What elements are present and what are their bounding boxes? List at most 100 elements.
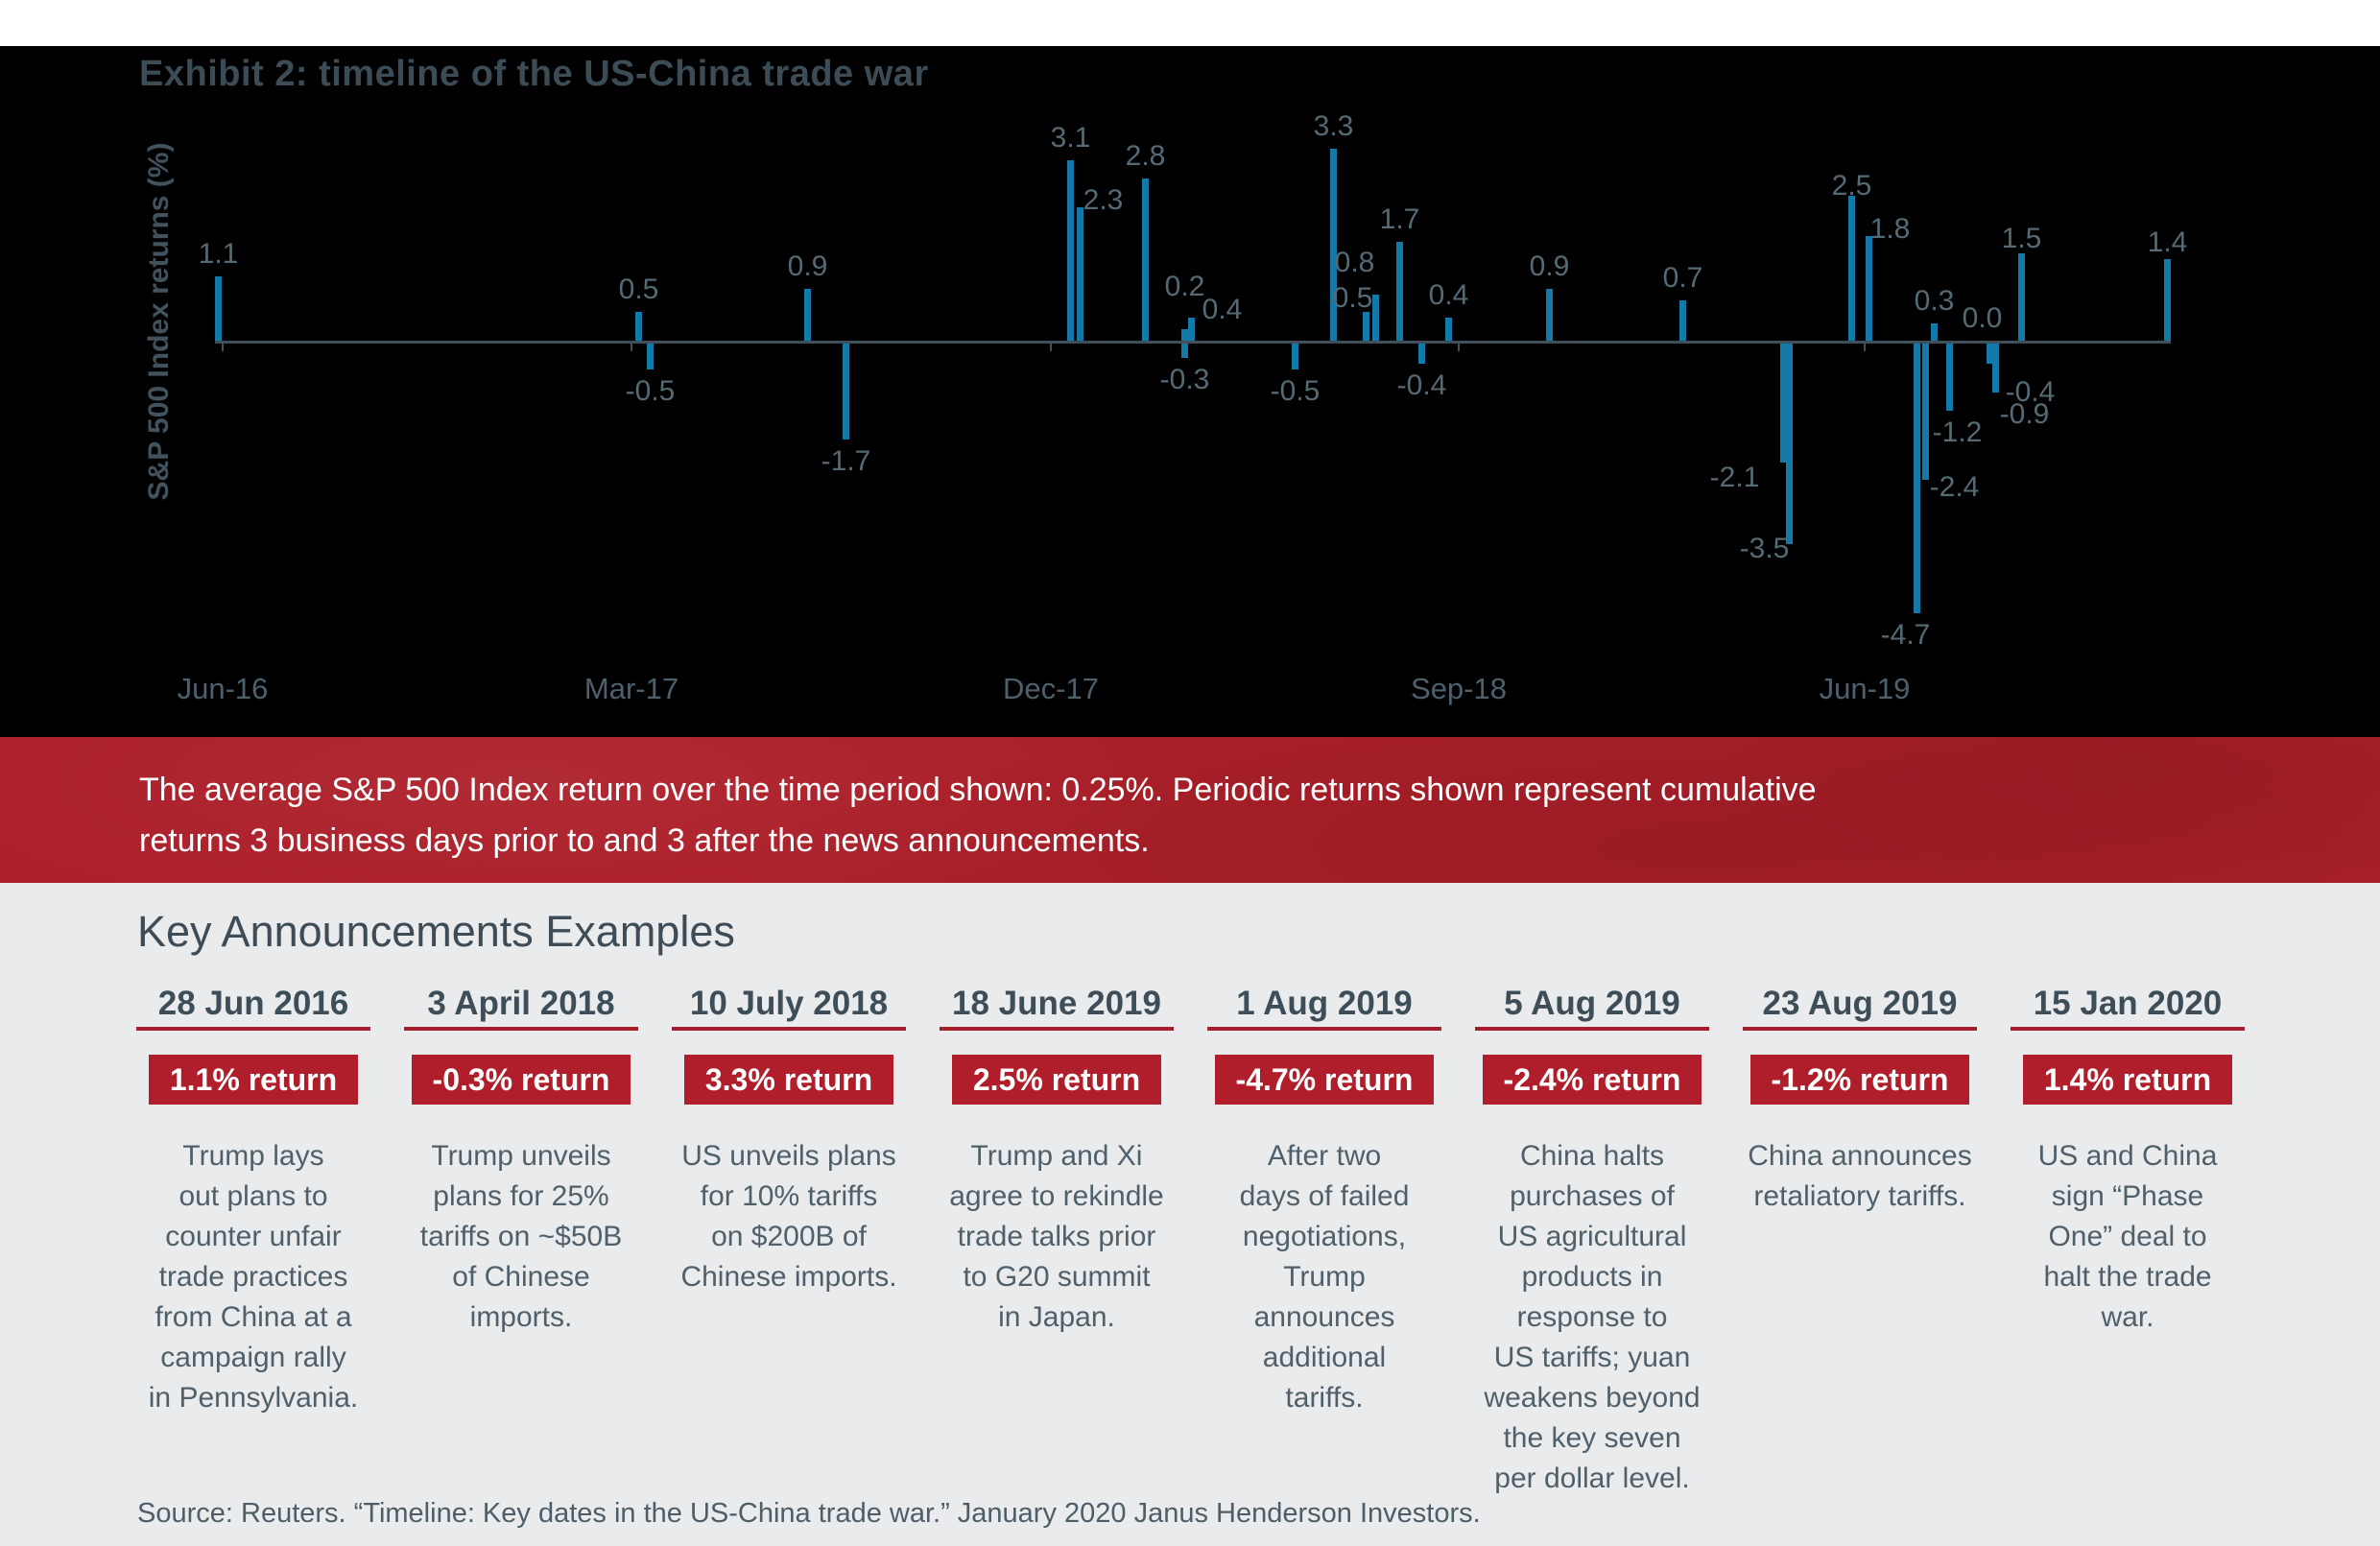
date-underline — [1475, 1027, 1709, 1031]
date-underline — [1207, 1027, 1441, 1031]
bar — [1914, 341, 1920, 613]
description-line: purchases of — [1510, 1180, 1675, 1212]
bar — [1946, 341, 1953, 411]
bar-value-label: 3.1 — [1050, 122, 1091, 154]
description-line: China announces — [1748, 1140, 1972, 1172]
description-line: out plans to — [178, 1180, 328, 1212]
description-line: for 10% tariffs — [700, 1180, 878, 1212]
announcement-date: 3 April 2018 — [427, 985, 615, 1022]
description-line: agree to rekindle — [949, 1180, 1164, 1212]
description-line: China halts — [1519, 1140, 1665, 1172]
description-line: Trump and Xi — [970, 1140, 1143, 1172]
x-axis-line — [215, 341, 2171, 344]
announcement-description: Trump and Xi agree to rekindle trade talks… — [940, 1136, 1174, 1338]
bar — [1292, 341, 1298, 369]
announcement-column: 10 July 2018 3.3% return US unveils plans f… — [672, 985, 906, 1499]
announcement-column: 23 Aug 2019 -1.2% return China announces re… — [1743, 985, 1977, 1499]
x-axis-tick-label: Sep-18 — [1411, 672, 1507, 705]
banner-text: The average S&P 500 Index return over th… — [139, 765, 1817, 867]
bar — [635, 312, 642, 341]
bar — [1067, 160, 1074, 341]
bar — [2018, 253, 2025, 341]
description-line: from China at a — [155, 1301, 352, 1333]
announcement-date: 28 Jun 2016 — [157, 985, 349, 1022]
description-line: war. — [2101, 1301, 2154, 1333]
key-announcements-heading: Key Announcements Examples — [137, 907, 735, 956]
bar — [1848, 196, 1855, 341]
bar — [1181, 329, 1188, 341]
y-axis-label: S&P 500 Index returns (%) — [143, 142, 175, 501]
description-line: negotiations, — [1242, 1221, 1407, 1252]
announcement-column: 3 April 2018 -0.3% return Trump unveils pla… — [404, 985, 638, 1499]
description-line: on $200B of — [711, 1221, 867, 1252]
bar-value-label: 0.5 — [1332, 282, 1373, 314]
bar-value-label: 0.8 — [1334, 247, 1375, 278]
bar — [804, 289, 811, 341]
bar — [1780, 341, 1789, 463]
description-line: US agricultural — [1497, 1221, 1687, 1252]
bar-value-label: 0.7 — [1662, 262, 1703, 294]
badge-row: -4.7% return — [1207, 1031, 1441, 1105]
bar — [1866, 236, 1872, 341]
description-line: per dollar level. — [1494, 1463, 1690, 1494]
bar-value-label: -0.3 — [1159, 364, 1210, 395]
bar-value-label: -4.7 — [1880, 619, 1931, 651]
source-note: Source: Reuters. “Timeline: Key dates in… — [137, 1498, 1481, 1529]
date-underline — [1743, 1027, 1977, 1031]
bar-value-label: 1.7 — [1379, 203, 1420, 235]
badge-row: 1.1% return — [136, 1031, 370, 1105]
bar — [843, 341, 849, 440]
description-line: of Chinese — [452, 1261, 590, 1293]
bar — [1396, 242, 1403, 341]
bar-value-label: -0.5 — [625, 375, 676, 407]
bar-value-label: 1.5 — [2001, 223, 2042, 254]
description-line: days of failed — [1239, 1180, 1410, 1212]
bar-value-label: -0.4 — [2005, 376, 2056, 408]
description-line: in Pennsylvania. — [148, 1382, 359, 1414]
bar-value-label: 0.4 — [1428, 279, 1469, 311]
bar — [1931, 323, 1938, 341]
description-line: US unveils plans — [681, 1140, 896, 1172]
announcement-description: Trump lays out plans to counter unfair trad… — [136, 1136, 370, 1418]
description-line: plans for 25% — [433, 1180, 609, 1212]
banner-line-1: The average S&P 500 Index return over th… — [139, 772, 1817, 808]
description-line: imports. — [469, 1301, 573, 1333]
badge-row: -2.4% return — [1475, 1031, 1709, 1105]
description-line: Chinese imports. — [680, 1261, 897, 1293]
bar-value-label: 1.8 — [1869, 213, 1911, 245]
bar — [1922, 341, 1929, 480]
bar — [1372, 295, 1379, 341]
return-badge: 2.5% return — [951, 1055, 1162, 1105]
return-badge: -1.2% return — [1749, 1055, 1970, 1105]
x-axis-tick — [1864, 341, 1866, 351]
average-return-banner: The average S&P 500 Index return over th… — [0, 737, 2380, 883]
announcement-date: 23 Aug 2019 — [1762, 985, 1958, 1022]
return-badge: -0.3% return — [411, 1055, 631, 1105]
bar-value-label: -2.4 — [1929, 471, 1980, 503]
badge-row: -0.3% return — [404, 1031, 638, 1105]
bar-value-label: -3.5 — [1739, 533, 1790, 564]
bar-value-label: 0.4 — [1202, 294, 1243, 325]
announcement-description: China halts purchases of US agricultural pr… — [1475, 1136, 1709, 1499]
bar-value-label: 0.0 — [1962, 302, 2003, 334]
bar-value-label: 0.9 — [1529, 250, 1570, 282]
description-line: Trump — [1283, 1261, 1366, 1293]
return-badge: -4.7% return — [1214, 1055, 1435, 1105]
description-line: announces — [1253, 1301, 1395, 1333]
announcement-column: 1 Aug 2019 -4.7% return After two days of f… — [1207, 985, 1441, 1499]
description-line: halt the trade — [2043, 1261, 2212, 1293]
description-line: tariffs on ~$50B — [419, 1221, 623, 1252]
description-line: Trump unveils — [431, 1140, 611, 1172]
x-axis-tick — [222, 341, 224, 351]
description-line: in Japan. — [998, 1301, 1115, 1333]
announcement-date: 18 June 2019 — [952, 985, 1161, 1022]
description-line: Trump lays — [182, 1140, 324, 1172]
bar-value-label: 0.5 — [618, 274, 659, 305]
bar — [1445, 318, 1452, 341]
bar — [647, 341, 654, 369]
description-line: trade practices — [158, 1261, 348, 1293]
bar — [1181, 341, 1188, 358]
trade-war-chart: Exhibit 2: timeline of the US-China trad… — [0, 46, 2380, 737]
date-underline — [404, 1027, 638, 1031]
